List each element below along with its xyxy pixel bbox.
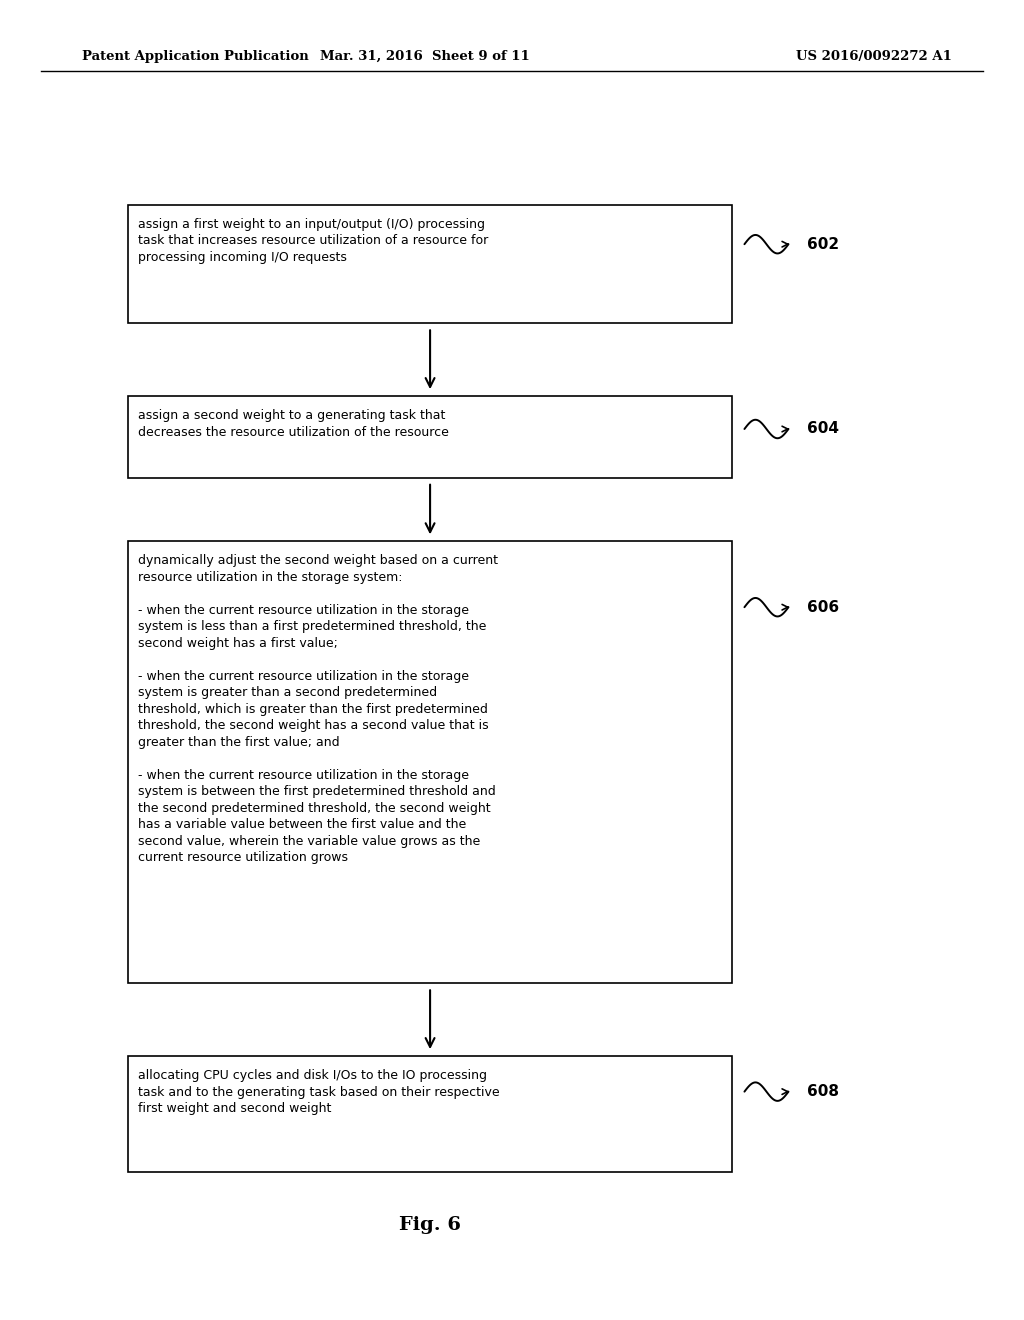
Bar xyxy=(128,541,732,983)
Text: Patent Application Publication: Patent Application Publication xyxy=(82,50,308,63)
Text: dynamically adjust the second weight based on a current
resource utilization in : dynamically adjust the second weight bas… xyxy=(138,554,499,865)
Text: Fig. 6: Fig. 6 xyxy=(399,1216,461,1234)
Bar xyxy=(128,1056,732,1172)
Text: assign a first weight to an input/output (I/O) processing
task that increases re: assign a first weight to an input/output… xyxy=(138,218,488,264)
Text: assign a second weight to a generating task that
decreases the resource utilizat: assign a second weight to a generating t… xyxy=(138,409,450,438)
Bar xyxy=(128,396,732,478)
Text: 608: 608 xyxy=(807,1084,839,1100)
Text: US 2016/0092272 A1: US 2016/0092272 A1 xyxy=(797,50,952,63)
Text: 602: 602 xyxy=(807,236,839,252)
Text: 604: 604 xyxy=(807,421,839,437)
Text: Mar. 31, 2016  Sheet 9 of 11: Mar. 31, 2016 Sheet 9 of 11 xyxy=(321,50,529,63)
Text: allocating CPU cycles and disk I/Os to the IO processing
task and to the generat: allocating CPU cycles and disk I/Os to t… xyxy=(138,1069,500,1115)
Text: 606: 606 xyxy=(807,599,839,615)
Bar xyxy=(128,205,732,323)
